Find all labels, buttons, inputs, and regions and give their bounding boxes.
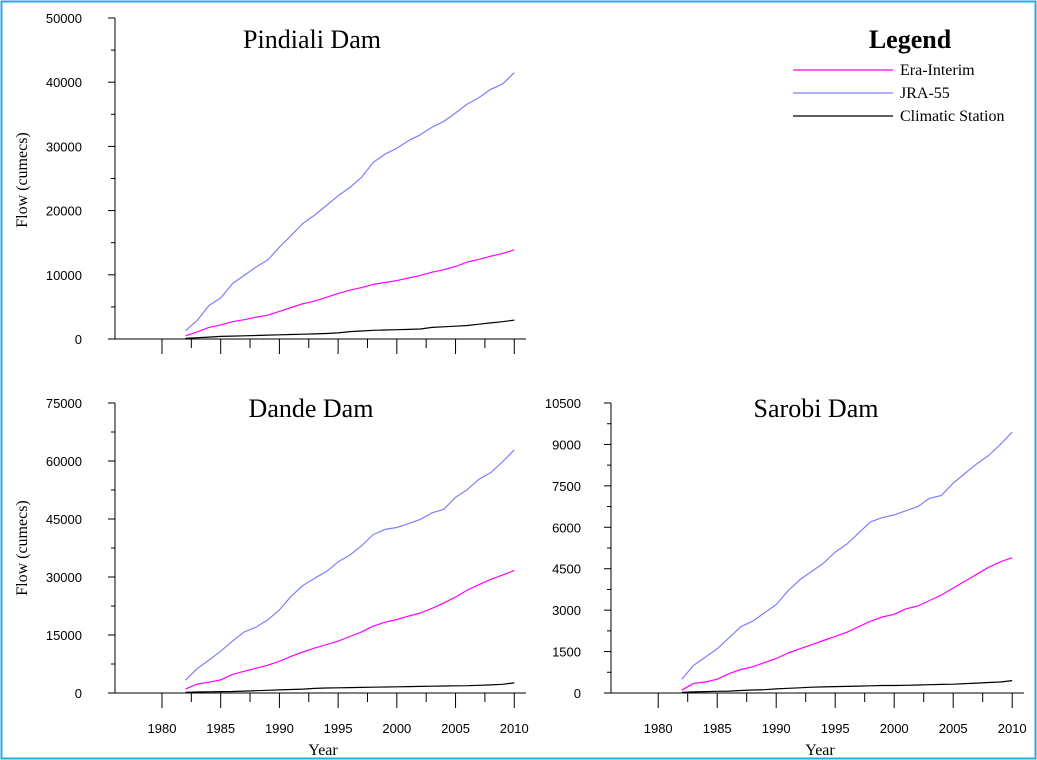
y-tick-label: 10000 [46, 268, 82, 283]
x-tick-label: 2005 [939, 721, 968, 736]
dande-dam-chart: Dande Dam Flow (cumecs) Year 0 15000 30000… [14, 394, 529, 759]
y-tick-label: 75000 [46, 396, 82, 411]
x-tick-label: 2005 [441, 721, 470, 736]
y-tick-label: 3000 [552, 603, 581, 618]
series-line-era-interim [681, 557, 1013, 691]
x-tick-label: 1990 [762, 721, 791, 736]
y-axis-label: Flow (cumecs) [14, 500, 31, 596]
y-tick-label: 1500 [552, 645, 581, 660]
x-tick-label: 2010 [500, 721, 529, 736]
legend-entry-jra-55: JRA-55 [793, 85, 950, 102]
legend-label: Era-Interim [900, 62, 975, 79]
x-tick-label: 1985 [206, 721, 235, 736]
y-tick-label: 10500 [545, 396, 581, 411]
series-line-climatic-station [681, 680, 1013, 693]
x-tick-label: 1985 [703, 721, 732, 736]
x-axis-label: Year [805, 742, 835, 759]
y-tick-label: 9000 [552, 437, 581, 452]
y-tick-label: 0 [75, 686, 82, 701]
series-line-climatic-station [185, 319, 515, 339]
y-axis-label: Flow (cumecs) [14, 132, 31, 228]
x-tick-label: 1980 [148, 721, 177, 736]
y-tick-label: 4500 [552, 562, 581, 577]
legend: Legend Era-Interim JRA-55 Climatic Stati… [793, 25, 1004, 125]
y-tick-label: 6000 [552, 520, 581, 535]
legend-entry-era-interim: Era-Interim [793, 62, 975, 79]
y-tick-label: 0 [574, 686, 581, 701]
x-tick-label: 2000 [382, 721, 411, 736]
y-tick-label: 20000 [46, 204, 82, 219]
y-tick-label: 50000 [46, 11, 82, 26]
chart-title: Pindiali Dam [243, 25, 381, 54]
y-tick-label: 15000 [46, 628, 82, 643]
y-tick-label: 30000 [46, 570, 82, 585]
legend-entry-climatic-station: Climatic Station [793, 108, 1004, 125]
pindiali-dam-chart: Pindiali Dam Flow (cumecs) 0 10000 20000 30… [14, 11, 526, 354]
y-tick-label: 30000 [46, 139, 82, 154]
series-line-climatic-station [185, 682, 515, 693]
series-line-jra-55 [681, 431, 1013, 680]
series-line-era-interim [185, 569, 515, 690]
y-tick-label: 45000 [46, 512, 82, 527]
x-tick-label: 1980 [644, 721, 673, 736]
legend-label: Climatic Station [900, 108, 1004, 125]
x-tick-label: 2010 [998, 721, 1027, 736]
series-line-era-interim [185, 249, 515, 337]
legend-label: JRA-55 [900, 85, 950, 102]
x-tick-label: 1995 [821, 721, 850, 736]
chart-title: Sarobi Dam [754, 394, 879, 423]
y-tick-label: 60000 [46, 454, 82, 469]
legend-title: Legend [869, 25, 952, 54]
y-tick-label: 40000 [46, 75, 82, 90]
x-tick-label: 1990 [265, 721, 294, 736]
y-tick-label: 0 [75, 332, 82, 347]
x-axis-label: Year [308, 742, 338, 759]
series-line-jra-55 [185, 449, 515, 681]
x-tick-label: 2000 [880, 721, 909, 736]
x-tick-label: 1995 [324, 721, 353, 736]
y-tick-label: 7500 [552, 479, 581, 494]
sarobi-dam-chart: Sarobi Dam Year 0 1500 3000 4500 6000 7500 900… [545, 394, 1027, 759]
chart-title: Dande Dam [249, 394, 374, 423]
series-line-jra-55 [185, 72, 515, 332]
